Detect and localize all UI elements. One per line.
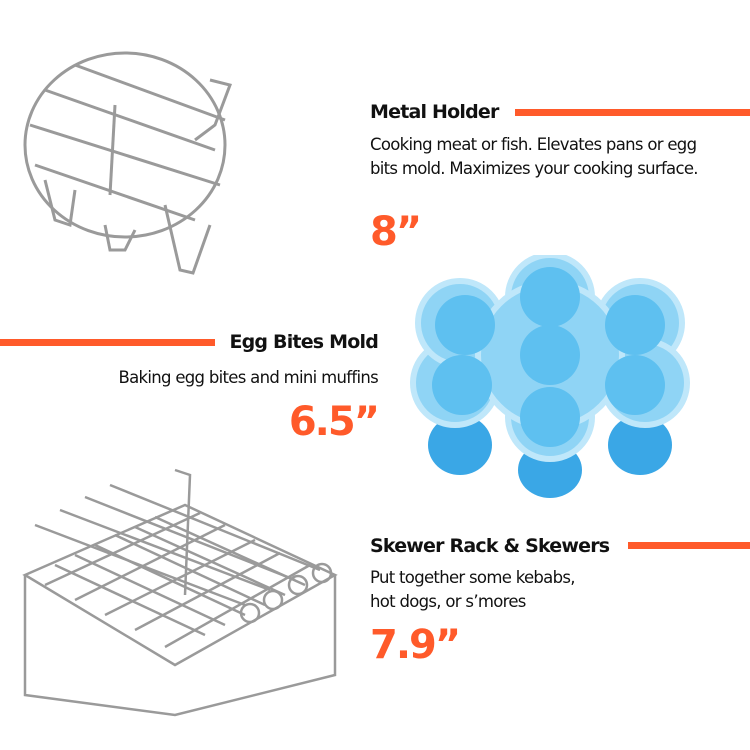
egg-bites-accent-bar bbox=[0, 339, 215, 346]
egg-bites-description: Baking egg bites and mini muffins bbox=[118, 368, 378, 387]
skewer-rack-title: Skewer Rack & Skewers bbox=[370, 535, 610, 557]
skewer-rack-description: Put together some kebabs, hot dogs, or s… bbox=[370, 568, 576, 611]
metal-holder-accent-bar bbox=[515, 109, 750, 116]
round-metal-rack-image bbox=[23, 51, 232, 275]
metal-holder-size: 8” bbox=[370, 209, 422, 255]
metal-holder-description: Cooking meat or fish. Elevates pans or e… bbox=[370, 135, 699, 178]
skewer-rack-image bbox=[22, 468, 338, 717]
egg-bites-size: 6.5” bbox=[288, 399, 380, 445]
egg-bites-title: Egg Bites Mold bbox=[229, 331, 378, 353]
metal-holder-title: Metal Holder bbox=[370, 101, 499, 123]
skewer-rack-accent-bar bbox=[628, 542, 750, 549]
egg-bites-mold-image bbox=[410, 255, 690, 498]
skewer-rack-size: 7.9” bbox=[370, 622, 461, 668]
